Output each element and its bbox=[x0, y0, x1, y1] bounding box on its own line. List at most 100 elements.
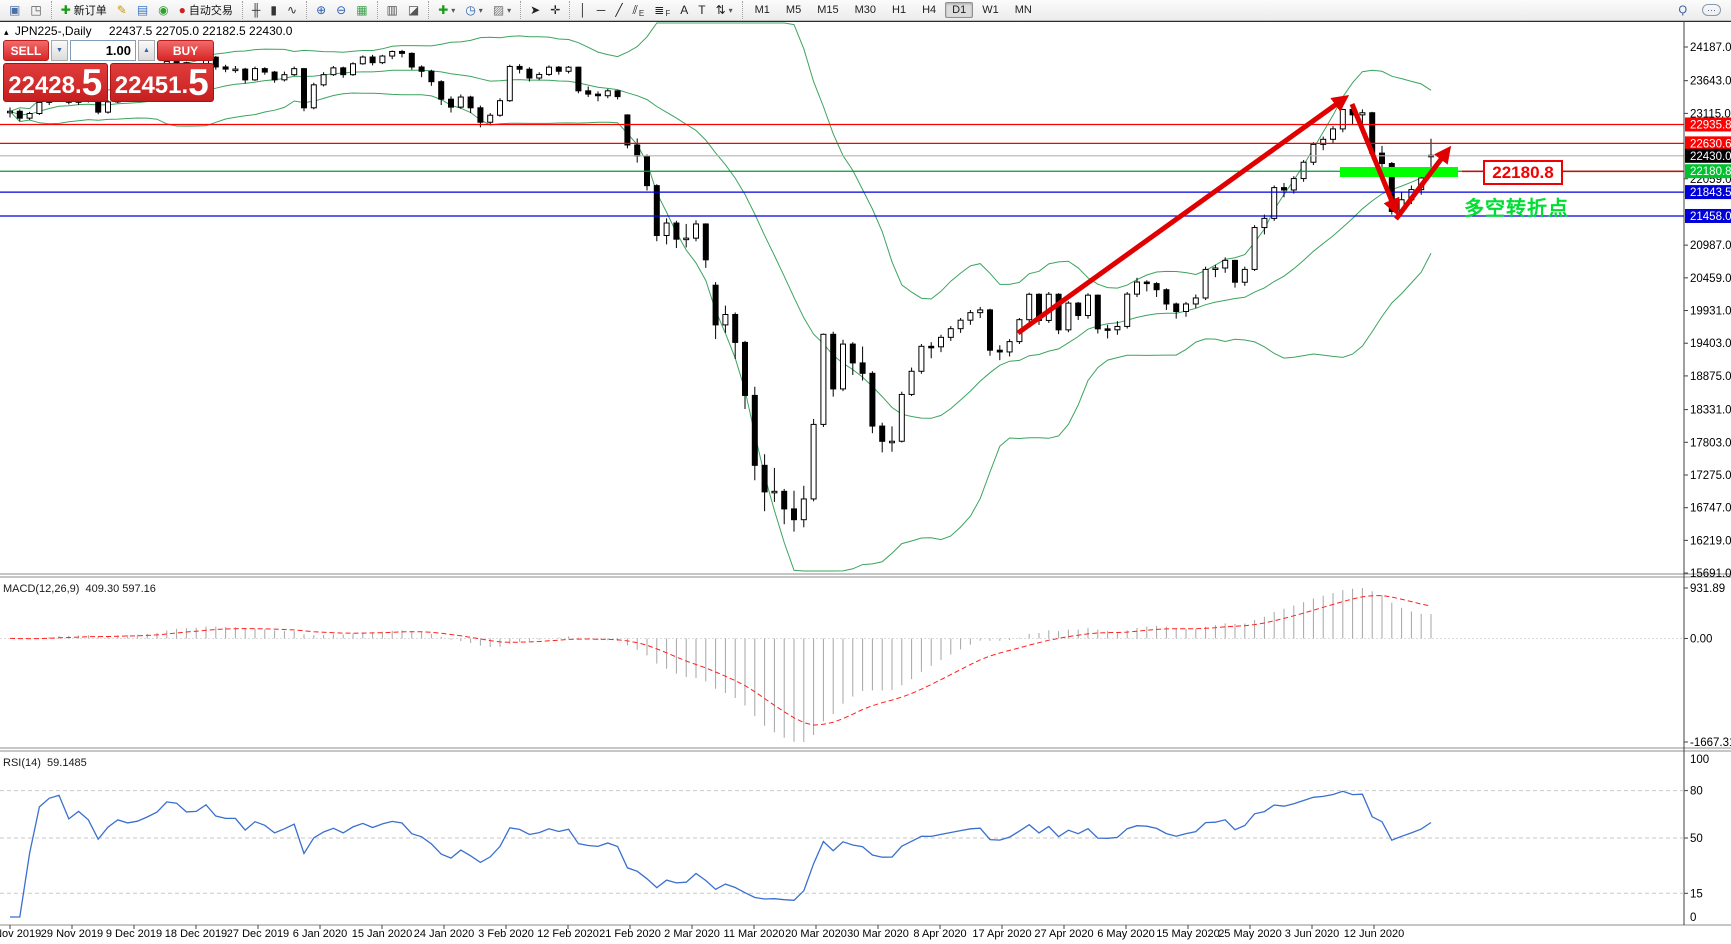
buy-button[interactable]: BUY bbox=[157, 40, 214, 61]
strategy-tester-icon: ◪ bbox=[407, 3, 420, 17]
svg-text:24187.0: 24187.0 bbox=[1690, 42, 1731, 54]
sell-button[interactable]: SELL bbox=[3, 40, 49, 61]
periods-menu-icon: ◷ bbox=[465, 3, 476, 17]
new-order-icon: ✚ bbox=[60, 3, 71, 17]
data-window-button[interactable]: ▥ bbox=[382, 1, 403, 20]
svg-text:8 Apr 2020: 8 Apr 2020 bbox=[913, 928, 966, 940]
timeframe-h4[interactable]: H4 bbox=[922, 4, 937, 16]
svg-text:16219.0: 16219.0 bbox=[1690, 535, 1731, 547]
toolbar-group-5: ✚ ▾ ◷ ▾ ▨ ▾ bbox=[428, 1, 520, 19]
svg-text:16747.0: 16747.0 bbox=[1690, 503, 1731, 515]
templates-menu-dropdown-icon[interactable]: ▾ bbox=[507, 5, 512, 15]
svg-text:18875.0: 18875.0 bbox=[1690, 371, 1731, 383]
svg-text:17275.0: 17275.0 bbox=[1690, 470, 1731, 482]
arrows-tool-dropdown-icon[interactable]: ▾ bbox=[728, 5, 733, 15]
market-icon: ▤ bbox=[136, 3, 149, 17]
signals-button[interactable]: ◉ bbox=[153, 1, 173, 20]
vline-tool-button[interactable]: │ bbox=[574, 1, 592, 20]
templates-menu-button[interactable]: ▨ ▾ bbox=[488, 1, 516, 20]
svg-text:3 Feb 2020: 3 Feb 2020 bbox=[478, 928, 534, 940]
svg-text:27 Apr 2020: 27 Apr 2020 bbox=[1034, 928, 1093, 940]
crosshair-tool-icon: ✛ bbox=[550, 3, 561, 17]
fibonacci-tool-button[interactable]: ≣ F bbox=[649, 1, 675, 20]
community-chat-icon[interactable]: ··· bbox=[1702, 4, 1721, 16]
symbol-period-label: JPN225-,Daily bbox=[14, 24, 92, 38]
svg-text:22430.0: 22430.0 bbox=[1690, 151, 1731, 163]
svg-text:15 May 2020: 15 May 2020 bbox=[1156, 928, 1220, 940]
new-order-button[interactable]: ✚ 新订单 bbox=[56, 1, 112, 20]
crosshair-tool-button[interactable]: ✛ bbox=[545, 1, 565, 20]
timeframe-m1[interactable]: M1 bbox=[754, 4, 770, 16]
metaeditor-icon: ✎ bbox=[116, 3, 127, 17]
text-tool-icon: A bbox=[680, 3, 689, 17]
timeframe-m5[interactable]: M5 bbox=[785, 4, 802, 16]
toolbar-group-2: ╫ ▮ ∿ bbox=[241, 1, 306, 20]
candle-chart-mode-icon: ▮ bbox=[270, 3, 278, 17]
market-button[interactable]: ▤ bbox=[132, 1, 153, 20]
pivot-point-annotation[interactable]: 多空转折点 bbox=[1464, 198, 1569, 220]
volume-input[interactable]: 1.00 bbox=[70, 40, 136, 61]
timeframe-m30[interactable]: M30 bbox=[854, 4, 877, 16]
new-order-label: 新订单 bbox=[73, 5, 107, 17]
sell-price-display[interactable]: 22428. 5 bbox=[3, 63, 108, 102]
label-tool-icon: T bbox=[698, 3, 706, 17]
bar-chart-mode-icon: ╫ bbox=[251, 3, 261, 17]
svg-text:6 May 2020: 6 May 2020 bbox=[1097, 928, 1154, 940]
periods-menu-button[interactable]: ◷ ▾ bbox=[460, 1, 488, 20]
fibonacci-tool-icon: ≣ bbox=[654, 3, 665, 17]
add-indicator-icon: ✚ bbox=[438, 3, 449, 17]
svg-text:23115.0: 23115.0 bbox=[1690, 108, 1731, 120]
autotrading-button[interactable]: ● 自动交易 bbox=[174, 1, 238, 20]
zoom-in-button[interactable]: ⊕ bbox=[311, 1, 331, 20]
label-tool-button[interactable]: T bbox=[693, 1, 710, 20]
line-chart-mode-button[interactable]: ∿ bbox=[282, 1, 302, 20]
svg-text:15 Jan 2020: 15 Jan 2020 bbox=[352, 928, 413, 940]
svg-text:19403.0: 19403.0 bbox=[1690, 338, 1731, 350]
new-chart-button[interactable]: ▣ bbox=[4, 1, 25, 20]
svg-text:15691.0: 15691.0 bbox=[1690, 568, 1731, 580]
arrows-tool-button[interactable]: ⇅ ▾ bbox=[711, 1, 738, 20]
price-callout-box[interactable]: 22180.8 bbox=[1483, 160, 1563, 185]
zoom-out-icon: ⊖ bbox=[336, 3, 347, 17]
cursor-tool-button[interactable]: ➤ bbox=[525, 1, 545, 20]
svg-text:18 Dec 2019: 18 Dec 2019 bbox=[165, 928, 227, 940]
text-tool-button[interactable]: A bbox=[675, 1, 693, 20]
svg-text:12 Jun 2020: 12 Jun 2020 bbox=[1344, 928, 1405, 940]
timeframe-h1[interactable]: H1 bbox=[892, 4, 907, 16]
chart-profiles-icon: ◳ bbox=[30, 3, 42, 17]
channel-tool-icon: ⫽ bbox=[632, 3, 638, 17]
sell-price-main: 22428. bbox=[8, 72, 82, 99]
tile-windows-button[interactable]: ▦ bbox=[351, 1, 372, 20]
svg-text:20987.0: 20987.0 bbox=[1690, 240, 1731, 252]
svg-text:15: 15 bbox=[1690, 888, 1703, 900]
rsi-value: 59.1485 bbox=[47, 757, 87, 769]
add-indicator-button[interactable]: ✚ ▾ bbox=[433, 1, 460, 20]
timeframe-w1[interactable]: W1 bbox=[982, 4, 999, 16]
timeframe-mn[interactable]: MN bbox=[1014, 4, 1032, 16]
candle-chart-mode-button[interactable]: ▮ bbox=[265, 1, 282, 20]
trendline-tool-button[interactable]: ╱ bbox=[610, 1, 627, 20]
bar-chart-mode-button[interactable]: ╫ bbox=[247, 1, 266, 20]
autotrading-icon: ● bbox=[178, 3, 186, 17]
timeframe-m15[interactable]: M15 bbox=[817, 4, 839, 16]
data-window-icon: ▥ bbox=[386, 3, 398, 17]
svg-text:18331.0: 18331.0 bbox=[1690, 405, 1731, 417]
timeframe-d1[interactable]: D1 bbox=[945, 2, 974, 18]
ohlc-values: 22437.5 22705.0 22182.5 22430.0 bbox=[108, 24, 293, 38]
buy-price-display[interactable]: 22451. 5 bbox=[109, 63, 214, 102]
zoom-out-button[interactable]: ⊖ bbox=[331, 1, 351, 20]
volume-increase-button[interactable]: ▲ bbox=[138, 40, 155, 61]
toolbar-right-icons: Ϙ ··· bbox=[1673, 1, 1731, 20]
buy-price-main: 22451. bbox=[114, 72, 189, 99]
new-chart-icon: ▣ bbox=[9, 3, 21, 17]
hline-tool-button[interactable]: ─ bbox=[592, 1, 611, 20]
strategy-tester-button[interactable]: ◪ bbox=[403, 1, 424, 20]
periods-menu-dropdown-icon[interactable]: ▾ bbox=[478, 5, 483, 15]
chart-profiles-button[interactable]: ◳ bbox=[25, 1, 46, 20]
search-icon[interactable]: Ϙ bbox=[1678, 4, 1687, 16]
channel-tool-button[interactable]: ⫽ E bbox=[628, 1, 650, 20]
volume-decrease-button[interactable]: ▼ bbox=[51, 40, 68, 61]
metaeditor-button[interactable]: ✎ bbox=[112, 1, 132, 20]
add-indicator-dropdown-icon[interactable]: ▾ bbox=[451, 5, 456, 15]
